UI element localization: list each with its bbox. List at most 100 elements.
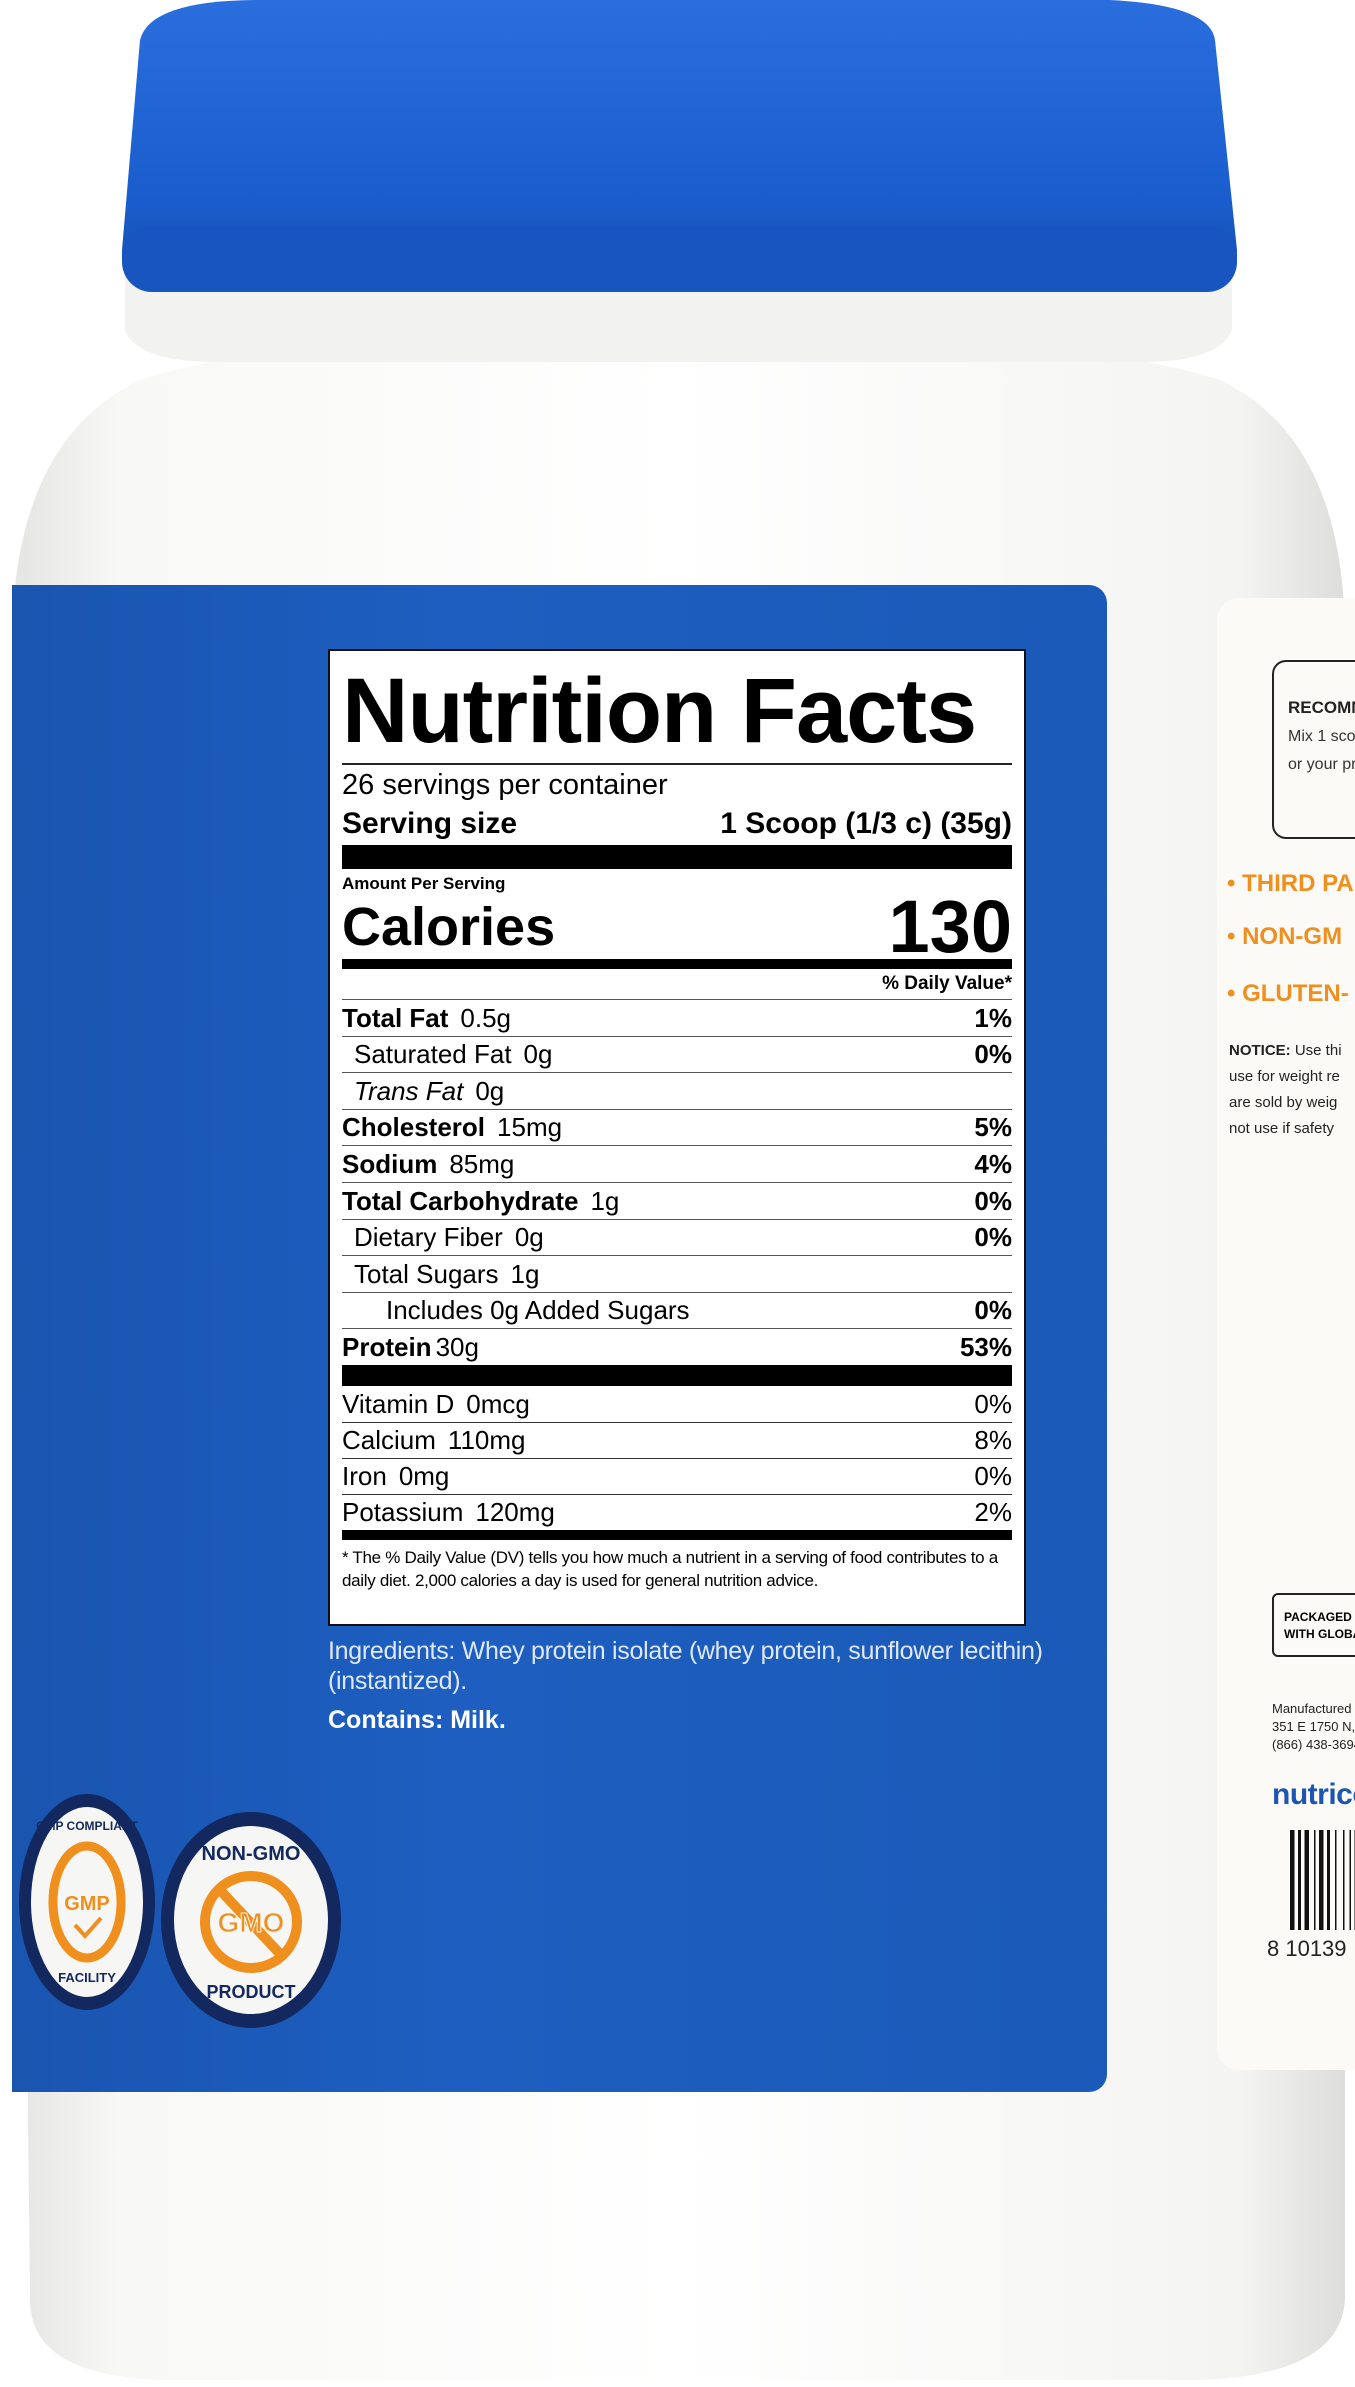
gmp-compliant-badge: GMP GMP COMPLIANT FACILITY — [19, 1794, 155, 2010]
vitamin-daily-value: 8% — [974, 1424, 1012, 1455]
nutrient-row: Sodium 85mg 4% — [342, 1145, 1012, 1182]
nutrient-label: Saturated Fat 0g — [342, 1036, 552, 1072]
lid-rim — [122, 225, 1237, 292]
vitamin-list: Vitamin D 0mcg 0% Calcium 110mg 8% Iron 0mg 0% Po… — [342, 1386, 1012, 1530]
vitamin-daily-value: 0% — [974, 1460, 1012, 1491]
nutrient-amount: 0g — [523, 1039, 553, 1070]
nutrient-row: Trans Fat 0g — [342, 1072, 1012, 1109]
prohibited-icon — [214, 1884, 288, 1962]
calories-label: Calories — [342, 897, 556, 957]
vitamin-name: Iron — [342, 1460, 387, 1491]
nutrient-row: Total Fat 0.5g 1% — [342, 999, 1012, 1036]
notice-text: NOTICE: Use thi use for weight re are so… — [1229, 1038, 1342, 1142]
manufactured-label: Manufactured for: — [1272, 1701, 1355, 1716]
nongmo-top-text: NON-GMO — [202, 1843, 301, 1865]
claim-bullet: • NON-GM — [1227, 923, 1343, 950]
nutrient-row: Protein 30g 53% — [342, 1328, 1012, 1365]
serving-size-label: Serving size — [342, 807, 518, 840]
divider — [342, 763, 1012, 765]
vitamin-row: Vitamin D 0mcg 0% — [342, 1386, 1012, 1422]
barcode — [1290, 1830, 1355, 1930]
nutrient-name: Total Sugars — [354, 1258, 499, 1289]
nutrient-row: Total Sugars 1g — [342, 1255, 1012, 1292]
side-label-panel: RECOMMEN Mix 1 scoop or your prefe • THI… — [1217, 598, 1355, 2070]
nutrient-label: Total Fat 0.5g — [342, 1000, 511, 1036]
barcode-bar — [1319, 1830, 1324, 1930]
nutrient-daily-value: 4% — [974, 1148, 1012, 1179]
divider-thick — [342, 1364, 1012, 1386]
calories-value: 130 — [888, 885, 1012, 968]
nutrient-label: Dietary Fiber 0g — [342, 1219, 544, 1255]
serving-size-value: 1 Scoop (1/3 c) (35g) — [720, 807, 1012, 840]
gmp-top-text: GMP COMPLIANT — [36, 1819, 138, 1833]
brand-logo: nutricost — [1272, 1778, 1355, 1811]
check-icon — [73, 1916, 103, 1939]
vitamin-row: Potassium 120mg 2% — [342, 1493, 1012, 1530]
nutrient-name: Dietary Fiber — [354, 1222, 503, 1253]
nutrient-name: Cholesterol — [342, 1112, 486, 1143]
packaged-line: PACKAGED AND C — [1284, 1610, 1355, 1624]
gmp-bottom-text: FACILITY — [58, 1970, 116, 1985]
notice-line: not use if safety — [1229, 1120, 1335, 1137]
nutrient-name: Total Fat — [342, 1002, 449, 1033]
claim-bullet: • THIRD PA — [1227, 870, 1354, 897]
nutrient-daily-value: 53% — [959, 1331, 1012, 1362]
recommended-line: Mix 1 scoop — [1288, 728, 1355, 745]
packaged-line: WITH GLOBALLY S — [1284, 1627, 1355, 1641]
nutrient-row: Total Carbohydrate 1g 0% — [342, 1181, 1012, 1219]
allergen-text: Contains: Milk. — [328, 1706, 506, 1734]
nutrient-row: Cholesterol 15mg 5% — [342, 1108, 1012, 1146]
vitamin-label: Iron 0mg — [342, 1458, 449, 1494]
vitamin-label: Vitamin D 0mcg — [342, 1386, 530, 1422]
nutrient-label: Total Carbohydrate 1g — [342, 1183, 619, 1219]
servings-per-container: 26 servings per container — [342, 769, 668, 801]
vitamin-row: Calcium 110mg 8% — [342, 1421, 1012, 1458]
notice-line: Use thi — [1290, 1042, 1342, 1059]
recommended-line: or your prefe — [1288, 756, 1355, 773]
nutrient-amount: 85mg — [449, 1148, 515, 1179]
claim-bullet: • GLUTEN- — [1227, 980, 1349, 1007]
nutrient-label: Total Sugars 1g — [342, 1256, 539, 1292]
divider-thick — [342, 845, 1012, 869]
nutrient-amount: 0.5g — [460, 1002, 512, 1033]
notice-line: are sold by weig — [1229, 1094, 1338, 1111]
nutrient-label: Cholesterol 15mg — [342, 1109, 562, 1145]
nutrient-amount: 0g — [514, 1222, 544, 1253]
nongmo-center-text: GMO — [218, 1907, 285, 1938]
barcode-bar — [1349, 1830, 1351, 1930]
nutrient-daily-value: 1% — [974, 1002, 1012, 1033]
vitamin-amount: 120mg — [475, 1496, 555, 1527]
nutrient-amount: 30g — [435, 1331, 479, 1362]
barcode-number: 8 10139 — [1267, 1936, 1347, 1961]
notice-label: NOTICE: — [1229, 1042, 1291, 1059]
vitamin-amount: 110mg — [447, 1424, 526, 1455]
nutrient-label: Protein 30g — [342, 1329, 479, 1365]
nutrient-label: Includes 0g Added Sugars — [342, 1292, 702, 1328]
calories-row: Calories 130 — [342, 885, 1012, 968]
nutrient-label: Sodium 85mg — [342, 1146, 514, 1182]
divider-medium — [342, 959, 1012, 969]
nutrient-daily-value: 0% — [974, 1039, 1012, 1070]
nutrient-label: Trans Fat 0g — [342, 1073, 504, 1109]
nutrient-row: Saturated Fat 0g 0% — [342, 1035, 1012, 1073]
barcode-bar — [1304, 1830, 1309, 1930]
nutrient-name: Sodium — [342, 1148, 438, 1179]
nutrient-name: Total Carbohydrate — [342, 1185, 579, 1216]
nutrition-facts-title: Nutrition Facts — [342, 660, 977, 762]
nutrient-daily-value: 0% — [974, 1295, 1012, 1326]
packaged-box: PACKAGED AND C WITH GLOBALLY S — [1272, 1593, 1355, 1657]
barcode-bar — [1343, 1830, 1345, 1930]
nutrient-name: Saturated Fat — [354, 1039, 512, 1070]
nutrient-row: Includes 0g Added Sugars 0% — [342, 1291, 1012, 1329]
barcode-bar — [1290, 1830, 1295, 1930]
nutrient-name: Protein — [342, 1331, 432, 1362]
nutrient-daily-value: 0% — [974, 1222, 1012, 1253]
vitamin-name: Calcium — [342, 1424, 436, 1455]
nutrient-daily-value: 5% — [974, 1112, 1012, 1143]
gmp-center-text: GMP — [64, 1893, 110, 1915]
nutrient-amount: 1g — [510, 1258, 540, 1289]
vitamin-amount: 0mcg — [466, 1388, 530, 1419]
manufacturer-info: Manufactured for: nu 351 E 1750 N, Viney… — [1272, 1700, 1355, 1754]
vitamin-name: Vitamin D — [342, 1388, 455, 1419]
nutrient-list: Total Fat 0.5g 1% Saturated Fat 0g 0% Trans Fa… — [342, 999, 1012, 1365]
